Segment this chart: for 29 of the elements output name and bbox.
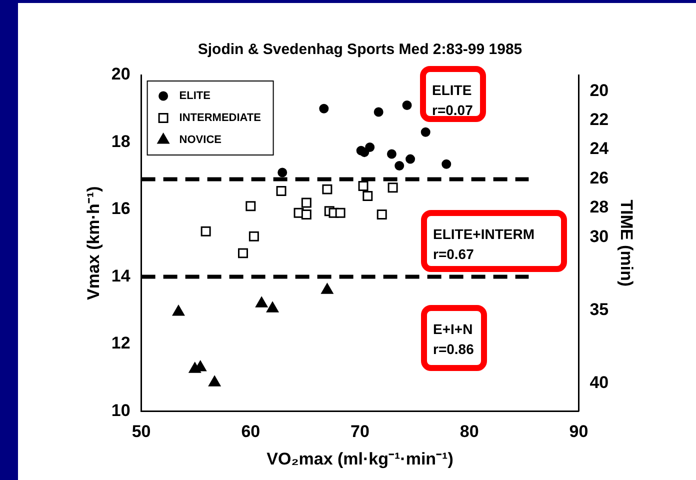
y-tick-label: 10 — [111, 400, 130, 420]
y-tick-label: 12 — [111, 334, 130, 353]
y-tick-label: 18 — [111, 132, 130, 151]
y2-axis-title: TIME (min) — [617, 200, 636, 287]
annotation: ELITE r=0.07 — [420, 66, 486, 122]
y2-tick-label: 30 — [590, 226, 609, 246]
x-tick-label: 80 — [460, 422, 479, 442]
x-tick-label: 50 — [132, 422, 151, 442]
y-tick-label: 14 — [111, 266, 131, 286]
annotation: E+I+N r=0.86 — [421, 305, 487, 371]
y2-tick-label: 22 — [590, 110, 609, 129]
y2-tick-label: 40 — [590, 373, 609, 392]
legend-label: ELITE — [179, 90, 210, 102]
y-tick-label: 20 — [111, 64, 130, 84]
y2-tick-label: 28 — [590, 198, 609, 217]
x-tick-label: 70 — [350, 422, 370, 442]
y-tick-label: 16 — [111, 199, 130, 218]
y2-tick-label: 35 — [590, 300, 609, 320]
y2-tick-label: 24 — [590, 139, 610, 158]
y2-tick-label: 20 — [590, 80, 609, 100]
x-tick-label: 60 — [241, 422, 260, 442]
x-axis-title: VO₂max (ml·kg⁻¹·min⁻¹) — [266, 449, 454, 468]
annotation: ELITE+INTERM r=0.67 — [421, 210, 567, 272]
legend-label: NOVICE — [179, 134, 222, 146]
y2-tick-label: 26 — [590, 168, 609, 188]
legend-label: INTERMEDIATE — [179, 112, 261, 124]
x-tick-label: 90 — [569, 422, 588, 442]
chart-title: Sjodin & Svedenhag Sports Med 2:83-99 1985 — [198, 41, 522, 58]
y-axis-title: Vmax (km·h⁻¹) — [84, 186, 103, 300]
